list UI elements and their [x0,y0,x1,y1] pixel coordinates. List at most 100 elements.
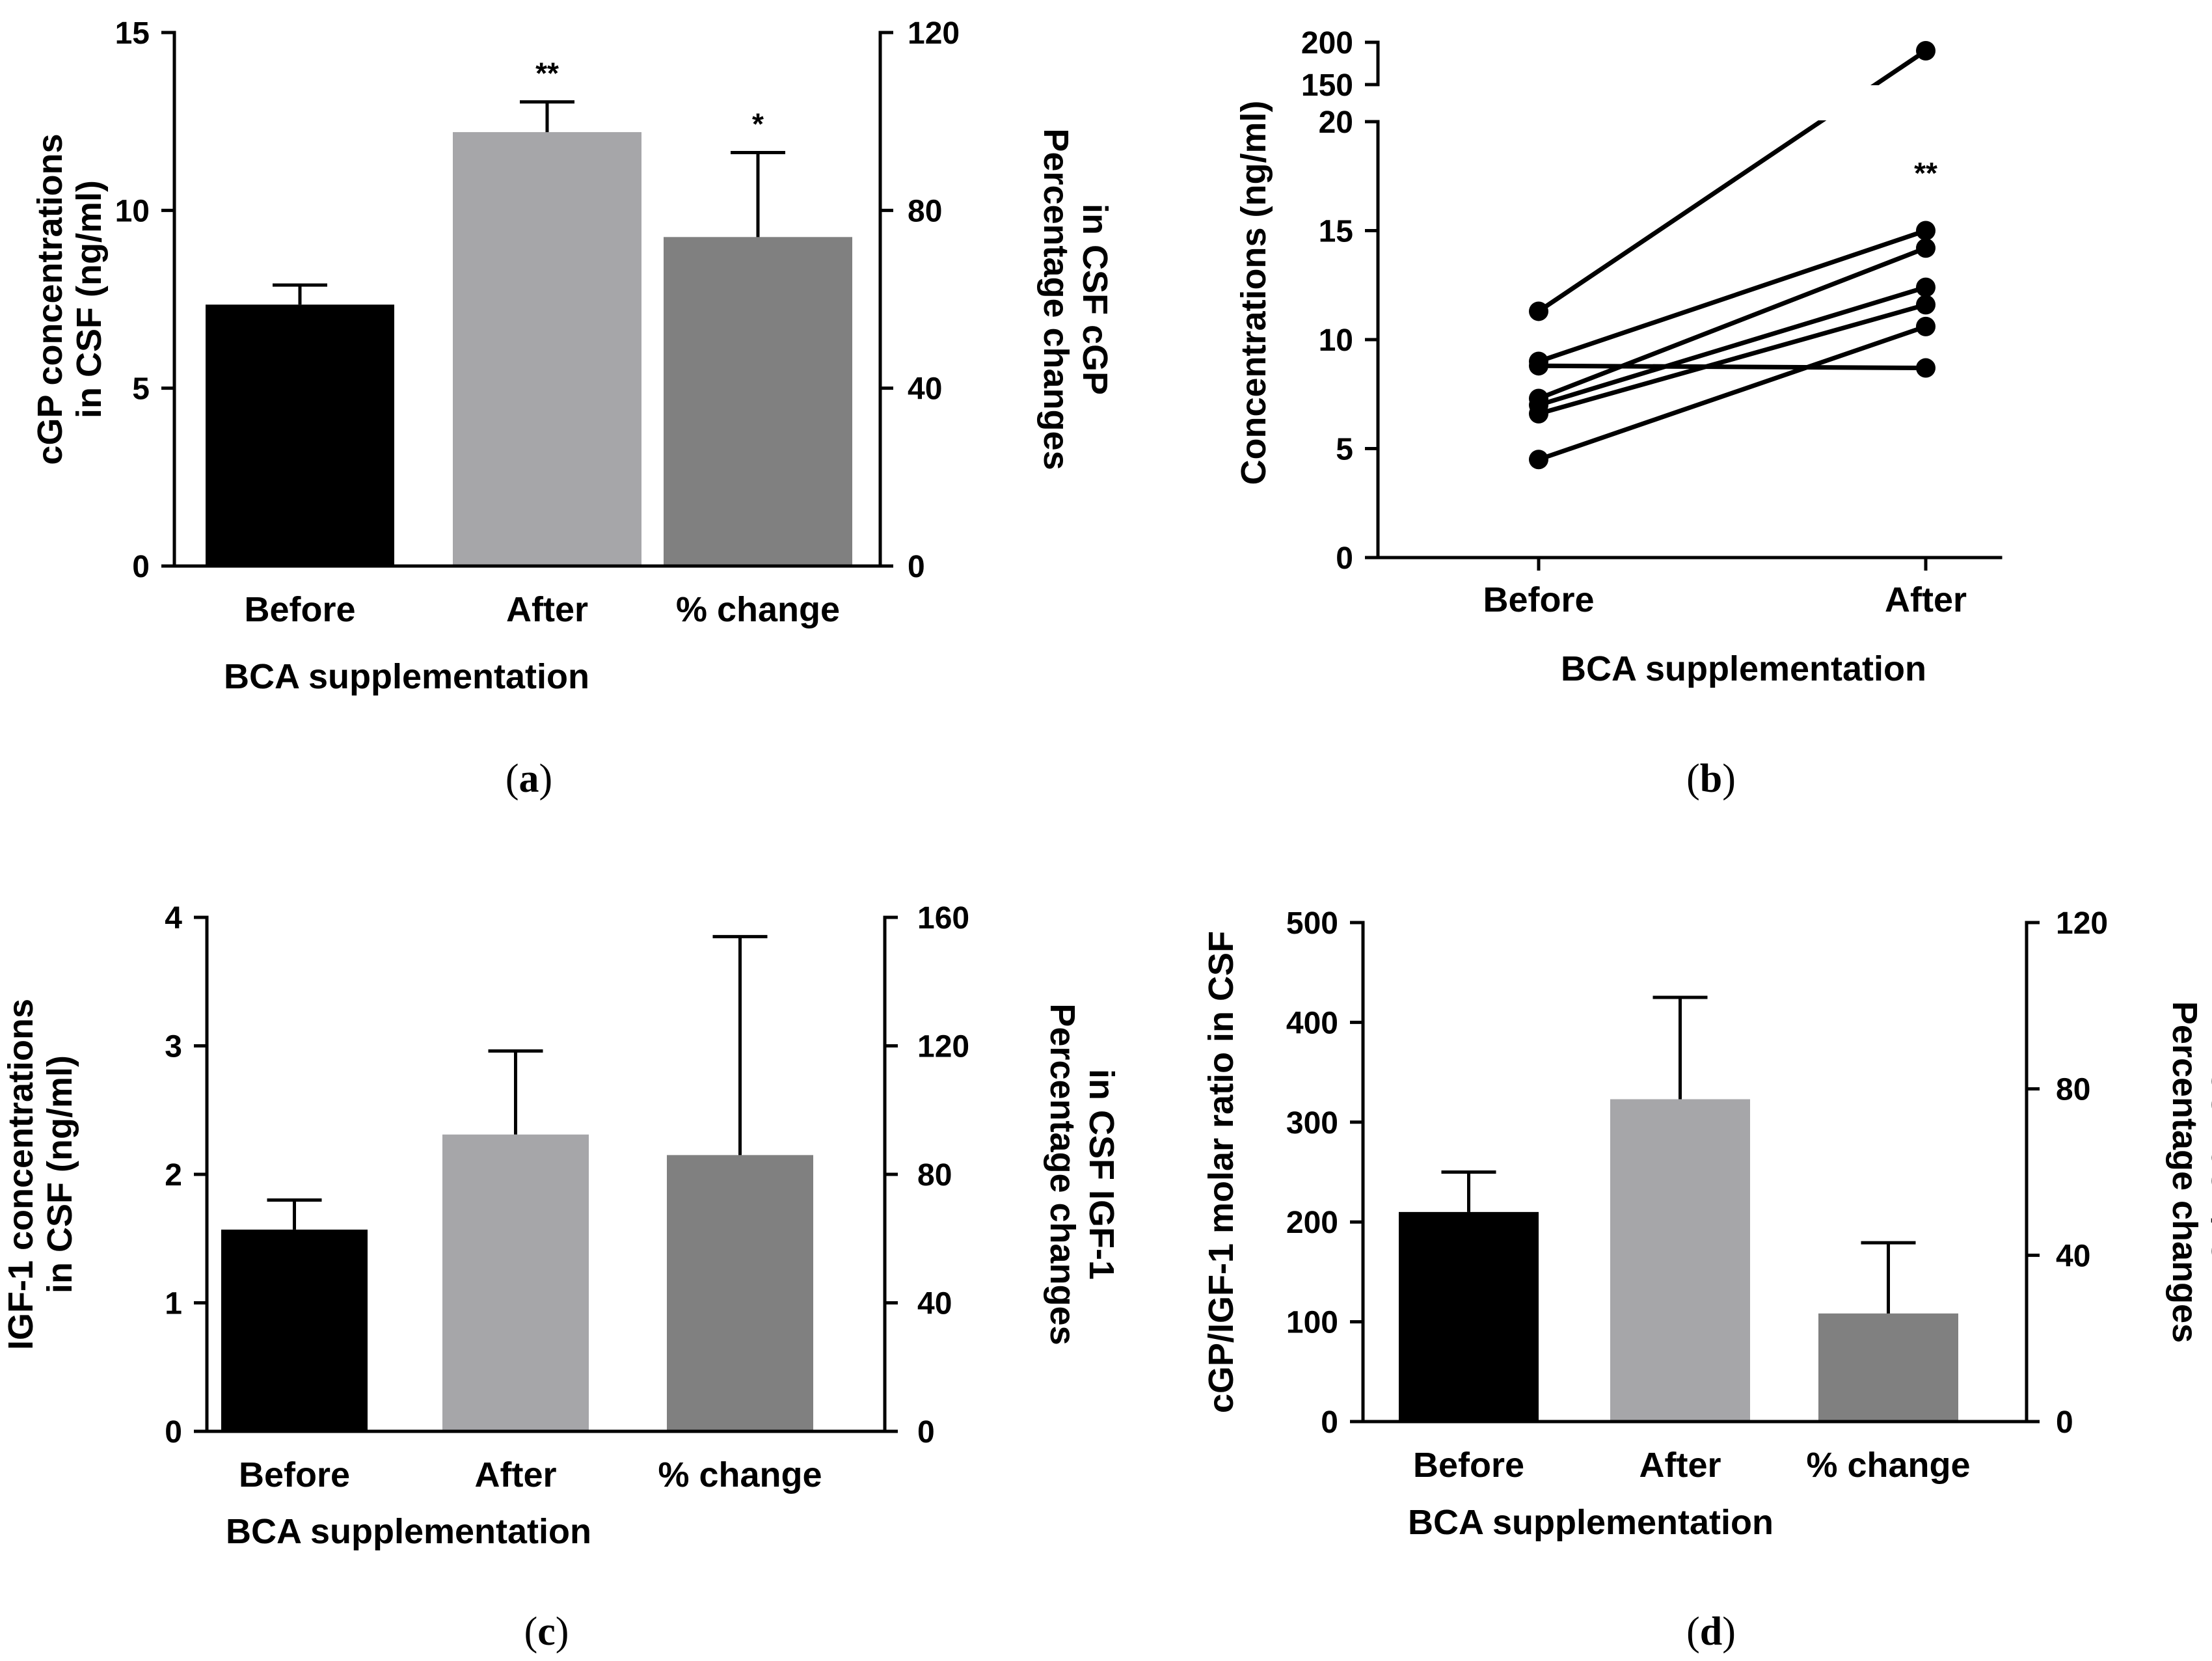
panel-d: Before After % change 0 100 200 300 400 500 0 40 80… [1202,906,2212,1654]
right-axis-title-line-2: in CSF cGP/IGF-1 [2204,1027,2212,1317]
panel-label-close: ) [1722,757,1736,801]
x-axis-title: BCA supplementation [1408,1503,1774,1542]
bar-1 [206,304,394,566]
y-axis-title: Concentrations (ng/ml) [1234,101,1273,485]
data-point-7-2 [1916,316,1936,336]
right-tick-label-3: 120 [908,16,960,51]
x-axis-title: BCA supplementation [224,657,589,696]
left-tick-label-1: 100 [1286,1306,1338,1340]
bar-3 [667,1155,813,1431]
y-lower-tick-label-4: 20 [1319,105,1353,140]
left-tick-label-2: 2 [165,1158,182,1193]
left-tick-label-3: 3 [165,1030,182,1064]
y-upper-tick-label-1: 200 [1301,26,1353,61]
left-axis-title-line-1: cGP/IGF-1 molar ratio in CSF [1202,931,1241,1413]
right-tick-label-1: 40 [908,372,942,407]
series-line-5 [1537,285,1927,407]
left-tick-label-0: 0 [132,550,150,584]
category-label-2: After [474,1455,556,1494]
data-point-1-2 [1916,41,1936,61]
panel-label: (d) [1686,1610,1736,1654]
left-tick-label-5: 500 [1286,906,1338,941]
panel-label-letter: a [519,757,539,801]
panel-label: (a) [506,757,552,801]
panel-label-close: ) [1722,1610,1736,1654]
right-tick-label-2: 80 [917,1158,952,1193]
left-tick-label-3: 15 [115,16,150,51]
series-line-7 [1537,324,1927,462]
right-tick-label-1: 40 [2056,1239,2090,1273]
right-tick-label-2: 80 [908,194,942,228]
panel-label-open: ( [1686,1610,1700,1654]
right-tick-label-3: 120 [917,1030,969,1064]
data-point-7-1 [1529,450,1548,470]
right-tick-label-4: 160 [917,901,969,936]
data-point-2-2 [1916,221,1936,241]
data-point-3-1 [1529,356,1548,376]
data-point-5-2 [1916,277,1936,297]
data-point-1-1 [1529,301,1548,321]
y-lower-tick-label-0: 0 [1336,541,1353,576]
bar-2 [1610,1099,1750,1422]
data-point-6-1 [1529,403,1548,424]
bar-3 [664,237,852,566]
right-axis-title-line-1: Percentage changes [1043,1003,1082,1345]
panel-label-close: ) [539,757,553,801]
significance-marker: ** [1914,156,1937,190]
right-tick-label-0: 0 [917,1415,935,1450]
left-axis-title-line-2: in CSF (ng/ml) [40,1055,79,1293]
series-line-3 [1538,363,1926,371]
category-label-2: After [506,590,588,629]
right-tick-label-1: 40 [917,1287,952,1321]
category-label-1: Before [1483,580,1594,619]
category-label-1: Before [244,590,355,629]
significance-marker-2: ** [535,57,559,90]
x-axis-title: BCA supplementation [226,1512,591,1551]
y-lower-tick-label-2: 10 [1319,323,1353,358]
bar-2 [453,132,641,567]
series-line-6 [1538,303,1926,416]
right-axis-title-line-1: Percentage changes [1036,128,1075,470]
category-label-2: After [1639,1446,1721,1485]
bar-3 [1818,1313,1958,1422]
panel-label-open: ( [506,757,519,801]
x-axis-title: BCA supplementation [1561,649,1926,688]
category-label-1: Before [239,1455,350,1494]
left-axis-title-line-2: in CSF (ng/ml) [70,180,109,418]
right-tick-label-0: 0 [908,550,925,584]
axis-break-gap [1757,85,1991,120]
panel-label-letter: c [537,1610,556,1654]
panel-c: Before After% change0123404080120160IGF-1… [1,901,1121,1654]
panel-label-open: ( [524,1610,538,1654]
data-point-3-2 [1916,358,1936,378]
panel-label: (c) [524,1610,569,1654]
category-label-2: After [1885,580,1967,619]
right-tick-label-3: 120 [2056,906,2108,941]
right-tick-label-0: 0 [2056,1405,2073,1440]
right-axis-title-line-1: Percentage changes [2165,1001,2204,1343]
panel-label: (b) [1686,757,1736,801]
left-tick-label-0: 0 [165,1415,182,1450]
bar-1 [221,1229,368,1431]
left-axis-title-line-1: cGP concentrations [31,133,70,465]
left-tick-label-1: 5 [132,372,150,407]
left-tick-label-4: 4 [165,901,182,936]
left-tick-label-2: 10 [115,194,150,228]
panel-label-letter: b [1700,757,1722,801]
series-line-4 [1537,246,1927,401]
bar-2 [442,1134,589,1431]
category-label-3: % change [658,1455,822,1494]
category-label-1: Before [1413,1446,1524,1485]
y-lower-tick-label-3: 15 [1319,215,1353,249]
left-tick-label-2: 200 [1286,1206,1338,1240]
bar-1 [1399,1211,1539,1422]
y-lower-tick-label-1: 5 [1336,433,1353,467]
y-upper-tick-label-0: 150 [1301,68,1353,103]
data-point-4-2 [1916,238,1936,258]
panel-label-letter: d [1700,1610,1722,1654]
left-axis-title-line-1: IGF-1 concentrations [1,999,40,1350]
category-label-3: % change [1806,1446,1970,1485]
left-tick-label-3: 300 [1286,1106,1338,1141]
